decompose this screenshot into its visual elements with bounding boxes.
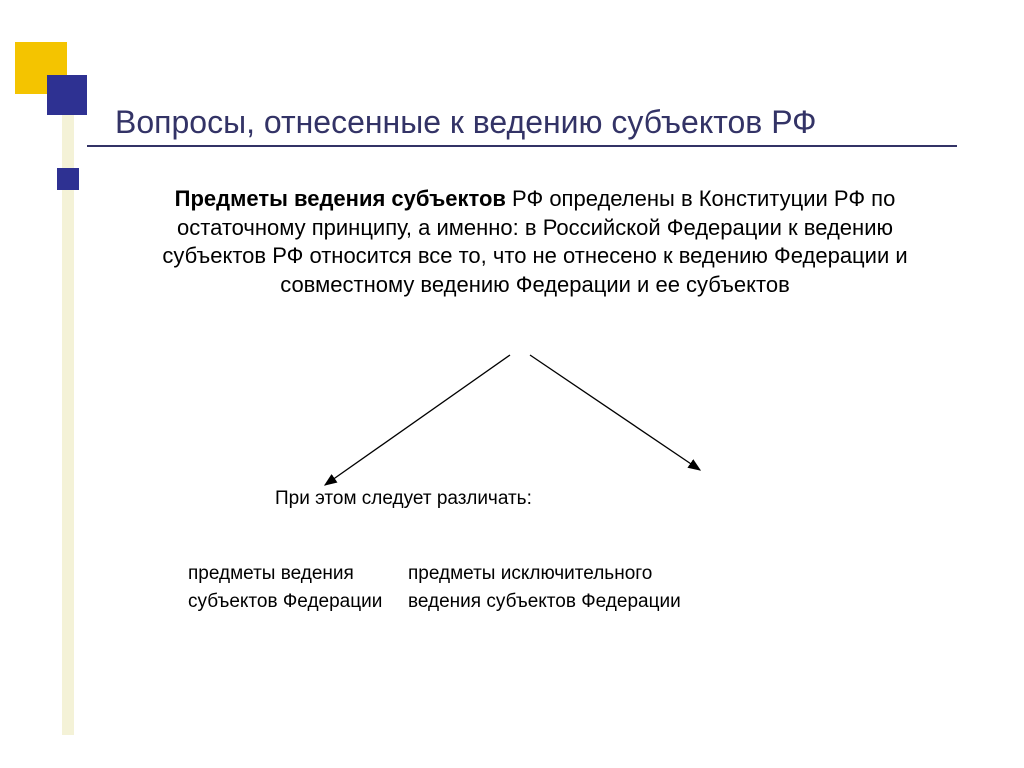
subtitle-text: При этом следует различать: bbox=[275, 488, 532, 510]
arrow-left bbox=[325, 355, 510, 485]
decor-blue-square-small bbox=[57, 168, 79, 190]
decor-vertical-stripe bbox=[62, 115, 74, 735]
slide-title: Вопросы, отнесенные к ведению субъектов … bbox=[115, 104, 817, 141]
decor-blue-square-large bbox=[47, 75, 87, 115]
branch-right-label: предметы исключительного ведения субъект… bbox=[408, 560, 681, 615]
body-paragraph: Предметы ведения субъектов РФ определены… bbox=[140, 185, 930, 299]
arrows-diagram bbox=[230, 345, 790, 495]
title-underline bbox=[87, 145, 957, 147]
branch-left-label: предметы ведения субъектов Федерации bbox=[188, 560, 382, 615]
arrow-right bbox=[530, 355, 700, 470]
body-lead-bold: Предметы ведения субъектов bbox=[175, 186, 506, 211]
